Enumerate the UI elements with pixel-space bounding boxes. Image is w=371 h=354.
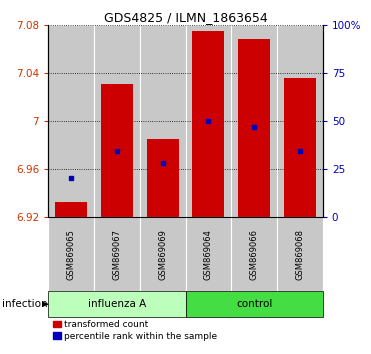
Text: GSM869066: GSM869066 [250,229,259,280]
Text: control: control [236,299,272,309]
Bar [192,31,224,217]
Bar [186,291,323,317]
Text: GSM869065: GSM869065 [67,229,76,280]
Bar [140,217,186,291]
Legend: transformed count, percentile rank within the sample: transformed count, percentile rank withi… [53,320,218,341]
Bar [94,217,140,291]
Text: infection: infection [2,299,47,309]
Text: GSM869069: GSM869069 [158,229,167,280]
Bar [48,291,186,317]
Text: GSM869064: GSM869064 [204,229,213,280]
Bar [238,39,270,217]
Text: influenza A: influenza A [88,299,146,309]
Bar [94,25,140,217]
Bar [48,25,94,217]
Bar [284,78,316,217]
Bar [277,25,323,217]
Bar [186,25,231,217]
Bar [186,217,231,291]
Bar [101,84,133,217]
Text: GSM869067: GSM869067 [112,229,121,280]
Bar [231,217,277,291]
Bar [147,139,179,217]
Bar [140,25,186,217]
Bar [48,217,94,291]
Title: GDS4825 / ILMN_1863654: GDS4825 / ILMN_1863654 [104,11,267,24]
Bar [55,202,87,217]
Bar [277,217,323,291]
Text: GSM869068: GSM869068 [295,229,304,280]
Bar [231,25,277,217]
